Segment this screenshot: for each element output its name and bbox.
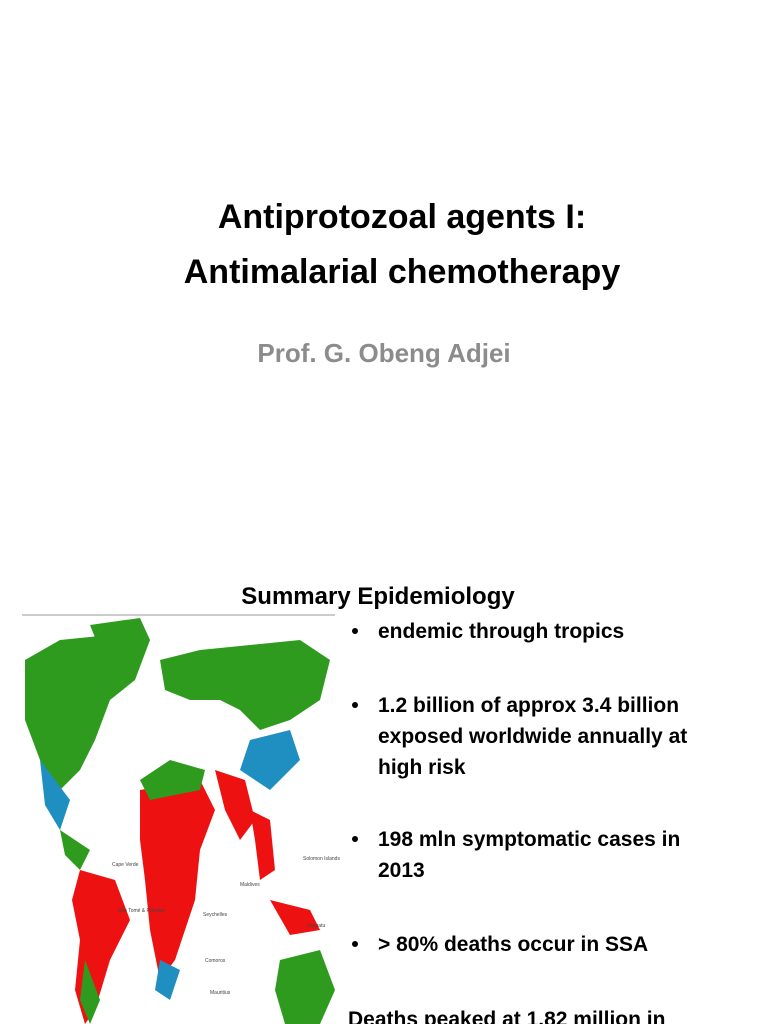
bullet-line: > 80% deaths occur in SSA	[378, 933, 648, 956]
bullet-line: 1.2 billion of approx 3.4 billion	[378, 694, 679, 717]
bullet-dot	[352, 941, 358, 947]
bullet-line: 2013	[378, 859, 425, 882]
author: Prof. G. Obeng Adjei	[257, 338, 510, 368]
world-map	[25, 618, 335, 1024]
map-label: Maldives	[240, 882, 260, 888]
bullet-line: 198 mln symptomatic cases in	[378, 828, 680, 851]
title-line: Antimalarial chemotherapy	[184, 253, 621, 291]
map-label: Mauritius	[210, 990, 231, 996]
map-label: Vanuatu	[307, 923, 325, 929]
title-line: Antiprotozoal agents I:	[218, 198, 586, 236]
map-label: São Tomé & Príncipe	[118, 908, 165, 914]
map-label: Solomon Islands	[303, 856, 340, 862]
bullet-line: exposed worldwide annually at	[378, 725, 687, 748]
map-label: Cape Verde	[112, 862, 139, 868]
bullet-dot	[352, 836, 358, 842]
bullet-line: high risk	[378, 756, 466, 779]
trailing-text: Deaths peaked at 1.82 million in	[348, 1008, 665, 1024]
bullet-dot	[352, 702, 358, 708]
bullet-line: endemic through tropics	[378, 620, 624, 643]
map-labels: Cape Verde São Tomé & Príncipe Seychelles M…	[112, 856, 340, 996]
bullet-list: endemic through tropics 1.2 billion of ap…	[352, 620, 687, 956]
map-label: Seychelles	[203, 912, 228, 918]
bullet-dot	[352, 628, 358, 634]
slide-title: Summary Epidemiology	[241, 583, 515, 610]
map-label: Comoros	[205, 958, 226, 964]
